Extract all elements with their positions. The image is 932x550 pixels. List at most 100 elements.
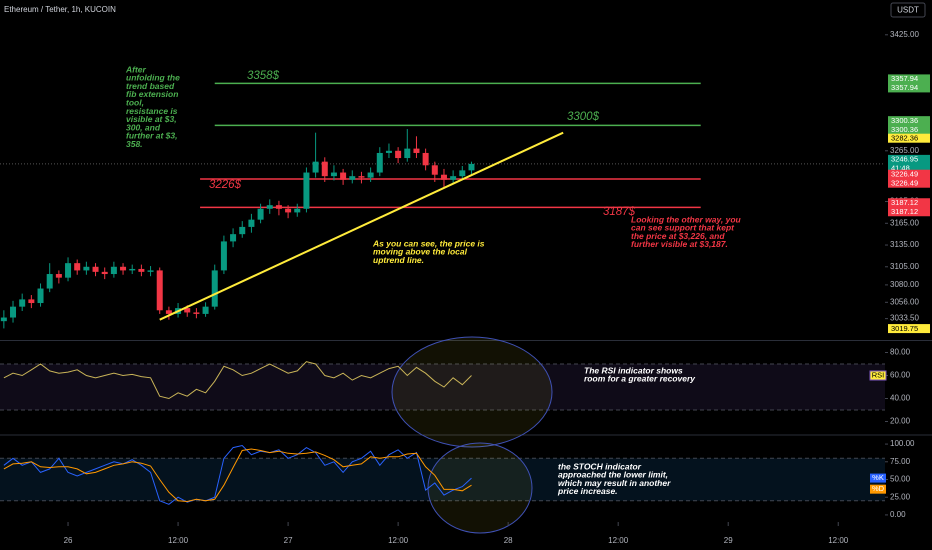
candle-body	[376, 152, 383, 173]
price-tag: 3019.75	[888, 324, 930, 334]
candle-body	[92, 266, 99, 272]
annotation-text: trend based	[126, 81, 175, 91]
y-tick-label: 40.00	[890, 394, 911, 403]
candle-body	[349, 176, 356, 180]
annotation-text: The RSI indicator shows	[584, 365, 683, 375]
candle-body	[120, 266, 127, 271]
indicator-line	[3, 448, 472, 503]
annotation-text: further visible at $3,187.	[631, 239, 728, 249]
candle-body	[211, 270, 218, 307]
candle-body	[147, 270, 154, 272]
y-tick-label: 3265.00	[890, 146, 919, 155]
candle-body	[450, 176, 457, 180]
price-tag-label: 41:48	[891, 164, 910, 173]
candle-body	[220, 241, 227, 271]
annotation-text: which may result in another	[558, 478, 671, 488]
candle-body	[65, 263, 72, 278]
price-tag-label: 3300.36	[891, 125, 918, 134]
annotation-text: unfolding the	[126, 73, 180, 83]
x-tick-label: 28	[504, 536, 513, 545]
price-tag-box	[888, 324, 930, 334]
symbol-title: Ethereum / Tether, 1h, KUCOIN	[4, 5, 116, 14]
candle-body	[193, 312, 200, 314]
annotation-text: 358.	[126, 139, 143, 149]
price-tag-label: 3019.75	[891, 324, 918, 333]
y-tick-label: 3033.50	[890, 314, 919, 323]
candle-body	[202, 306, 209, 314]
candle-body	[294, 208, 301, 213]
price-tag-label: 3357.94	[891, 74, 918, 83]
level-label: 3226$	[209, 179, 242, 191]
candle-body	[101, 271, 108, 275]
annotation-text: visible at $3,	[126, 114, 177, 124]
candle-body	[285, 208, 292, 213]
price-tag-box	[888, 74, 930, 93]
candle-body	[165, 310, 172, 314]
y-tick-label: 50.00	[890, 475, 911, 484]
y-tick-label: 3080.00	[890, 280, 919, 289]
annotation-text: approached the lower limit,	[558, 470, 668, 480]
candle-body	[275, 205, 282, 209]
y-tick-label: 100.00	[890, 439, 915, 448]
candle-body	[468, 163, 475, 171]
candle-body	[74, 263, 81, 271]
candle-body	[431, 165, 438, 175]
candle-body	[303, 172, 310, 209]
currency-button[interactable]	[890, 2, 926, 18]
x-tick-label: 12:00	[828, 536, 849, 545]
price-tag-label: 3187.12	[891, 198, 918, 207]
candle-body	[19, 299, 26, 307]
candle-body	[266, 205, 273, 209]
price-tag-label: 3246.95	[891, 155, 918, 164]
annotation-text: As you can see, the price is	[372, 238, 485, 248]
y-tick-label: 25.00	[890, 492, 911, 501]
x-tick-label: 12:00	[388, 536, 409, 545]
candle-body	[10, 306, 17, 318]
candle-body	[440, 174, 447, 180]
candle-body	[37, 288, 44, 304]
price-tag-box	[888, 154, 930, 173]
candle-body	[248, 219, 255, 227]
indicator-tag: RSI	[869, 370, 887, 381]
indicator-tag: %K	[870, 473, 886, 483]
candle-body	[0, 317, 7, 322]
candle-body	[367, 172, 374, 178]
candle-body	[239, 226, 246, 235]
candle-body	[404, 148, 411, 159]
level-label: 3358$	[247, 70, 280, 82]
price-tag-label: 3226.49	[891, 169, 918, 178]
y-tick-label: 3135.00	[890, 240, 919, 249]
indicator-line	[3, 361, 472, 400]
y-tick-label: 80.00	[890, 348, 911, 357]
price-tag-box	[888, 198, 930, 217]
x-tick-label: 27	[284, 536, 293, 545]
candle-body	[28, 299, 35, 304]
indicator-tag: %D	[870, 484, 886, 494]
candle-body	[459, 170, 466, 177]
price-tag-label: 3226.49	[891, 178, 918, 187]
price-tag-box	[888, 116, 930, 135]
trendline	[159, 131, 564, 321]
indicator-tag-label: %D	[872, 484, 885, 493]
x-tick-label: 26	[64, 536, 73, 545]
y-tick-label: 75.00	[890, 457, 911, 466]
y-tick-label: 3056.00	[890, 297, 919, 306]
indicator-band	[0, 364, 885, 410]
candle-body	[395, 150, 402, 159]
indicator-tag-label: RSI	[872, 370, 885, 379]
candle-body	[138, 268, 145, 272]
y-tick-label: 3165.00	[890, 218, 919, 227]
y-tick-label: 20.00	[890, 417, 911, 426]
annotation-text: can see support that kept	[631, 223, 735, 233]
y-tick-label: 0.00	[890, 510, 906, 519]
currency-label[interactable]: USDT	[897, 6, 919, 15]
candle-body	[110, 266, 117, 275]
candle-body	[413, 148, 420, 153]
annotation-text: room for a greater recovery	[584, 374, 696, 384]
x-tick-label: 12:00	[168, 536, 189, 545]
